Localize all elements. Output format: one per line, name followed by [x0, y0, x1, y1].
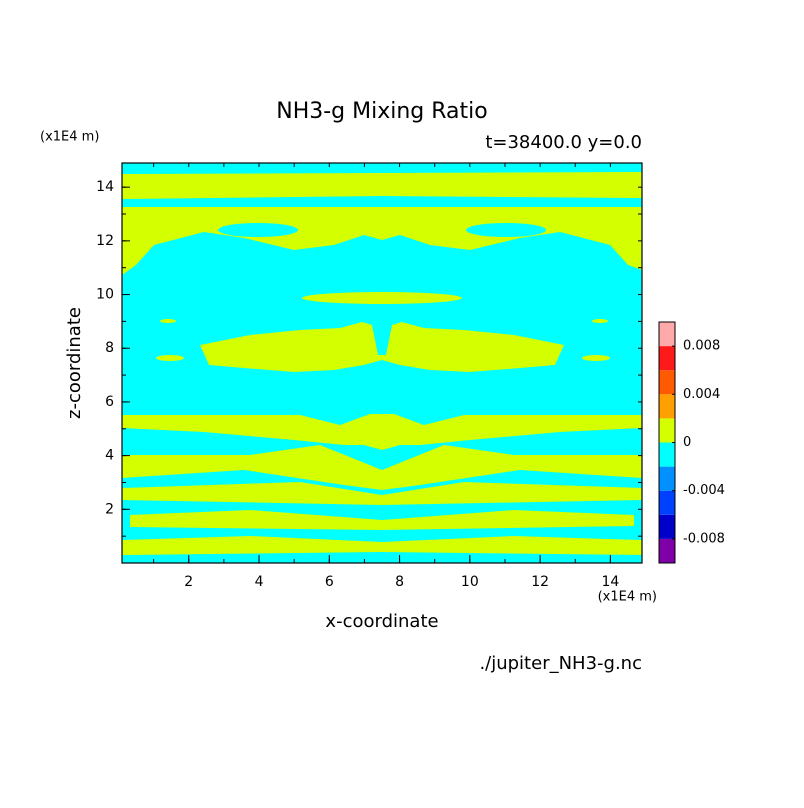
colorbar-tick-label: 0 [683, 435, 691, 450]
contour-region [156, 355, 184, 361]
contour-region [218, 223, 298, 237]
colorbar-swatch [659, 490, 675, 515]
contour-region [130, 510, 634, 530]
y-tick-label: 6 [105, 394, 114, 410]
y-tick-label: 14 [96, 179, 114, 195]
colorbar-swatch [659, 322, 675, 347]
contour-region [466, 223, 546, 237]
colorbar-tick-label: -0.008 [683, 531, 725, 546]
colorbar-swatch [659, 514, 675, 539]
x-tick-label: 12 [531, 574, 549, 590]
colorbar-tick-label: -0.004 [683, 483, 725, 498]
colorbar-swatch [659, 394, 675, 419]
contour-region [122, 414, 642, 450]
contour-region [122, 172, 642, 199]
y-tick-label: 8 [105, 340, 114, 356]
y-unit: (x1E4 m) [40, 130, 99, 145]
x-unit: (x1E4 m) [598, 590, 657, 605]
x-axis-label: x-coordinate [325, 611, 438, 632]
colorbar-swatch [659, 538, 675, 563]
y-tick-label: 10 [96, 287, 114, 303]
colorbar-swatch [659, 466, 675, 491]
chart-subtitle: t=38400.0 y=0.0 [485, 132, 642, 153]
y-tick-label: 2 [105, 501, 114, 517]
y-axis-label: z-coordinate [64, 307, 85, 419]
contour-region [122, 445, 642, 490]
contour-region [160, 319, 176, 323]
colorbar-swatch [659, 418, 675, 443]
colorbar-swatch [659, 346, 675, 371]
contour-region [302, 292, 462, 304]
x-tick-label: 10 [461, 574, 479, 590]
colorbar-tick-label: 0.004 [683, 387, 720, 402]
colorbar-swatch [659, 370, 675, 395]
source-label: ./jupiter_NH3-g.nc [479, 653, 642, 674]
x-tick-label: 2 [184, 574, 193, 590]
contour-field [122, 163, 642, 563]
x-tick-label: 4 [255, 574, 264, 590]
plot-frame [121, 162, 643, 564]
y-tick-label: 4 [105, 448, 114, 464]
x-tick-label: 8 [395, 574, 404, 590]
chart-title: NH3-g Mixing Ratio [276, 99, 488, 124]
colorbar-tick-label: 0.008 [683, 339, 720, 354]
contour-region [592, 319, 608, 323]
contour-region [582, 355, 610, 361]
contour-region [122, 482, 642, 505]
y-tick-label: 12 [96, 233, 114, 249]
contour-region [122, 536, 642, 555]
contour-region [200, 322, 564, 372]
x-tick-label: 6 [325, 574, 334, 590]
x-tick-label: 14 [601, 574, 619, 590]
colorbar-swatch [659, 442, 675, 467]
